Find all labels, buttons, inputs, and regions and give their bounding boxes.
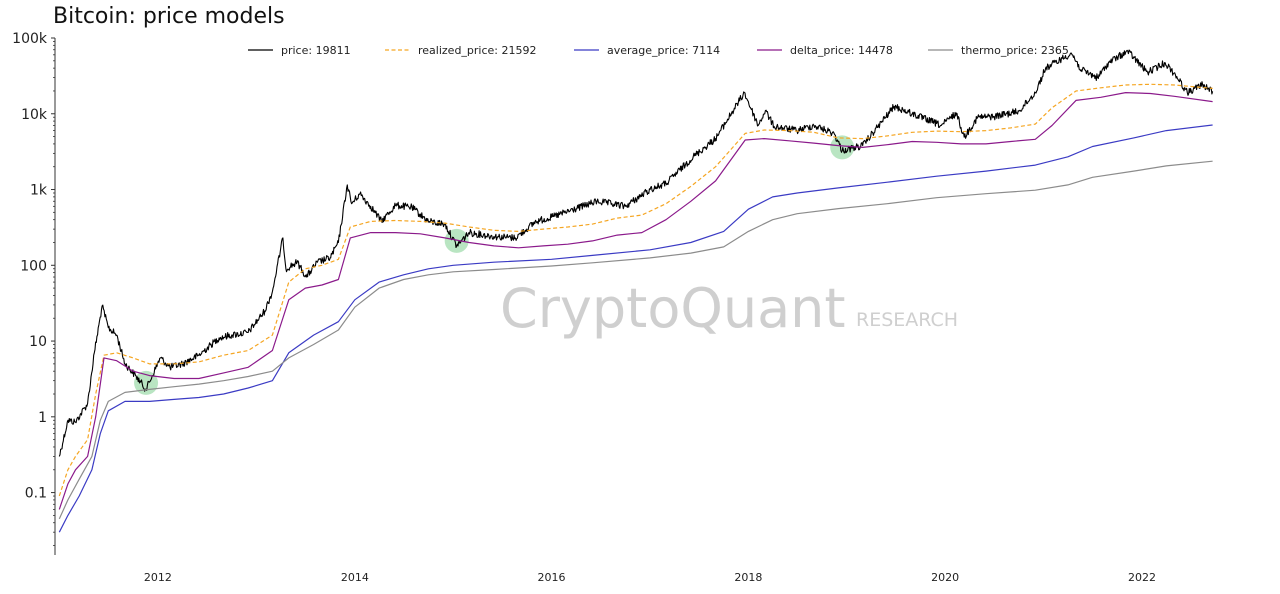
legend-label: realized_price: 21592 (418, 44, 537, 57)
legend-label: average_price: 7114 (607, 44, 720, 57)
watermark: CryptoQuant RESEARCH (500, 277, 958, 340)
legend-label: delta_price: 14478 (790, 44, 893, 57)
y-tick-label: 10k (21, 107, 48, 123)
y-tick-label: 0.1 (25, 486, 47, 502)
chart-title: Bitcoin: price models (53, 4, 285, 29)
y-tick-label: 100 (20, 258, 47, 274)
y-tick-label: 1 (38, 410, 47, 426)
highlight-markers (134, 135, 855, 395)
y-tick-label: 10 (29, 334, 47, 350)
x-tick-label: 2018 (734, 571, 762, 584)
series-line (58, 83, 1213, 497)
x-tick-label: 2014 (341, 571, 369, 584)
y-tick-label: 1k (30, 183, 48, 199)
series-line (58, 92, 1213, 510)
y-tick-label: 100k (12, 31, 48, 47)
x-tick-label: 2016 (538, 571, 566, 584)
legend: price: 19811 realized_price: 21592 average… (248, 44, 1069, 57)
series-lines (58, 49, 1214, 533)
series-line (58, 49, 1214, 457)
watermark-sub: RESEARCH (856, 309, 958, 331)
x-tick-label: 2022 (1128, 571, 1156, 584)
x-tick-label: 2012 (144, 571, 172, 584)
axes: 0.1 1 10 100 1k 10k 100k 2012 2014 2016 2018 2020 20… (12, 31, 1156, 584)
x-tick-label: 2020 (931, 571, 959, 584)
series-line (58, 124, 1213, 533)
watermark-main: CryptoQuant (500, 277, 846, 340)
series-line (58, 160, 1213, 520)
legend-label: thermo_price: 2365 (961, 44, 1069, 57)
legend-label: price: 19811 (281, 44, 351, 57)
